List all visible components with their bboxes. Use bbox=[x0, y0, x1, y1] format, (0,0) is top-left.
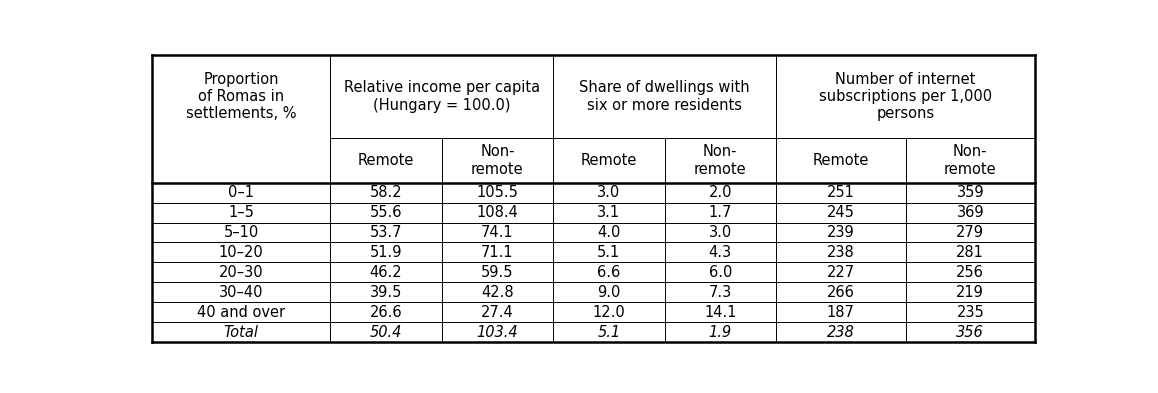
Text: 30–40: 30–40 bbox=[219, 285, 263, 300]
Text: 105.5: 105.5 bbox=[476, 185, 519, 200]
Text: Non-
remote: Non- remote bbox=[694, 144, 747, 176]
Text: 7.3: 7.3 bbox=[709, 285, 732, 300]
Text: Total: Total bbox=[223, 325, 258, 340]
Text: Share of dwellings with
six or more residents: Share of dwellings with six or more resi… bbox=[579, 80, 750, 113]
Text: 55.6: 55.6 bbox=[369, 205, 402, 220]
Text: 256: 256 bbox=[957, 265, 984, 280]
Text: Remote: Remote bbox=[580, 153, 637, 168]
Text: Proportion
of Romas in
settlements, %: Proportion of Romas in settlements, % bbox=[185, 72, 296, 121]
Text: 359: 359 bbox=[957, 185, 984, 200]
Text: 279: 279 bbox=[957, 225, 984, 240]
Text: 0–1: 0–1 bbox=[228, 185, 254, 200]
Text: 235: 235 bbox=[957, 305, 984, 320]
Text: 59.5: 59.5 bbox=[481, 265, 514, 280]
Text: 14.1: 14.1 bbox=[704, 305, 736, 320]
Text: 103.4: 103.4 bbox=[477, 325, 519, 340]
Text: 50.4: 50.4 bbox=[369, 325, 402, 340]
Text: 238: 238 bbox=[827, 325, 855, 340]
Text: 6.6: 6.6 bbox=[598, 265, 621, 280]
Text: 46.2: 46.2 bbox=[369, 265, 402, 280]
Text: Relative income per capita
(Hungary = 100.0): Relative income per capita (Hungary = 10… bbox=[344, 80, 540, 113]
Text: 40 and over: 40 and over bbox=[197, 305, 285, 320]
Text: 12.0: 12.0 bbox=[593, 305, 625, 320]
Text: 5–10: 5–10 bbox=[223, 225, 258, 240]
Text: 2.0: 2.0 bbox=[709, 185, 732, 200]
Text: 4.0: 4.0 bbox=[598, 225, 621, 240]
Text: Non-
remote: Non- remote bbox=[944, 144, 997, 176]
Text: 266: 266 bbox=[827, 285, 855, 300]
Text: 26.6: 26.6 bbox=[369, 305, 402, 320]
Text: 4.3: 4.3 bbox=[709, 245, 732, 260]
Text: 5.1: 5.1 bbox=[598, 245, 621, 260]
Text: 245: 245 bbox=[827, 205, 855, 220]
Text: Remote: Remote bbox=[358, 153, 415, 168]
Text: 53.7: 53.7 bbox=[369, 225, 402, 240]
Text: 42.8: 42.8 bbox=[481, 285, 514, 300]
Text: Non-
remote: Non- remote bbox=[471, 144, 523, 176]
Text: 1.9: 1.9 bbox=[709, 325, 732, 340]
Text: 51.9: 51.9 bbox=[369, 245, 402, 260]
Text: 1.7: 1.7 bbox=[709, 205, 732, 220]
Text: 219: 219 bbox=[957, 285, 984, 300]
Text: 281: 281 bbox=[957, 245, 984, 260]
Text: 1–5: 1–5 bbox=[228, 205, 254, 220]
Text: 108.4: 108.4 bbox=[476, 205, 519, 220]
Text: 251: 251 bbox=[827, 185, 855, 200]
Text: 239: 239 bbox=[827, 225, 855, 240]
Text: 6.0: 6.0 bbox=[709, 265, 732, 280]
Text: 9.0: 9.0 bbox=[598, 285, 621, 300]
Text: 369: 369 bbox=[957, 205, 984, 220]
Text: 10–20: 10–20 bbox=[219, 245, 264, 260]
Text: 238: 238 bbox=[827, 245, 855, 260]
Text: 227: 227 bbox=[827, 265, 855, 280]
Text: Remote: Remote bbox=[813, 153, 868, 168]
Text: Number of internet
subscriptions per 1,000
persons: Number of internet subscriptions per 1,0… bbox=[819, 72, 992, 121]
Text: 71.1: 71.1 bbox=[481, 245, 514, 260]
Text: 3.0: 3.0 bbox=[598, 185, 621, 200]
Text: 20–30: 20–30 bbox=[219, 265, 263, 280]
Text: 187: 187 bbox=[827, 305, 855, 320]
Text: 39.5: 39.5 bbox=[369, 285, 402, 300]
Text: 27.4: 27.4 bbox=[481, 305, 514, 320]
Text: 3.0: 3.0 bbox=[709, 225, 732, 240]
Text: 74.1: 74.1 bbox=[481, 225, 514, 240]
Text: 356: 356 bbox=[957, 325, 984, 340]
Text: 5.1: 5.1 bbox=[598, 325, 621, 340]
Text: 58.2: 58.2 bbox=[369, 185, 402, 200]
Text: 3.1: 3.1 bbox=[598, 205, 621, 220]
